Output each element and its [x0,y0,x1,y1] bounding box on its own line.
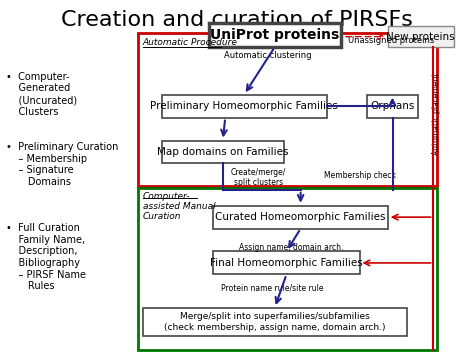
FancyBboxPatch shape [143,308,407,336]
Text: Protein name rule/site rule: Protein name rule/site rule [221,284,324,293]
Text: Merge/split into superfamilies/subfamilies
(check membership, assign name, domai: Merge/split into superfamilies/subfamili… [164,312,385,332]
FancyBboxPatch shape [209,22,341,47]
FancyBboxPatch shape [213,251,359,274]
FancyBboxPatch shape [388,26,454,47]
Text: •  Computer-
    Generated
    (Uncurated)
    Clusters: • Computer- Generated (Uncurated) Cluste… [6,72,77,117]
FancyBboxPatch shape [162,95,327,118]
Text: New proteins: New proteins [386,32,455,42]
FancyBboxPatch shape [213,206,388,229]
Text: Map domains on Families: Map domains on Families [157,147,289,157]
Text: Creation and curation of PIRSFs: Creation and curation of PIRSFs [61,10,413,30]
Text: Unassigned proteins: Unassigned proteins [348,36,434,45]
Text: UniProt proteins: UniProt proteins [210,28,339,42]
Text: Create/merge/
split clusters: Create/merge/ split clusters [230,168,286,187]
Text: •  Full Curation
    Family Name,
    Description,
    Bibliography
    – PIRSF : • Full Curation Family Name, Description… [6,223,86,291]
Text: Orphans: Orphans [370,101,415,111]
Text: Preliminary Homeomorphic Families: Preliminary Homeomorphic Families [150,101,338,111]
Text: Computer-
assisted Manual
Curation: Computer- assisted Manual Curation [143,192,215,222]
Text: Automatic placement: Automatic placement [432,73,441,155]
Text: Automatic Procedure: Automatic Procedure [143,38,237,47]
FancyBboxPatch shape [162,141,284,163]
Text: Automatic clustering: Automatic clustering [224,51,311,60]
Text: Assign name, domain arch.: Assign name, domain arch. [239,244,343,252]
Text: Membership check: Membership check [324,171,396,180]
FancyBboxPatch shape [366,95,419,118]
Text: Curated Homeomorphic Families: Curated Homeomorphic Families [215,212,386,222]
Text: •  Preliminary Curation
    – Membership
    – Signature
       Domains: • Preliminary Curation – Membership – Si… [6,142,118,187]
Text: Final Homeomorphic Families: Final Homeomorphic Families [210,258,363,268]
